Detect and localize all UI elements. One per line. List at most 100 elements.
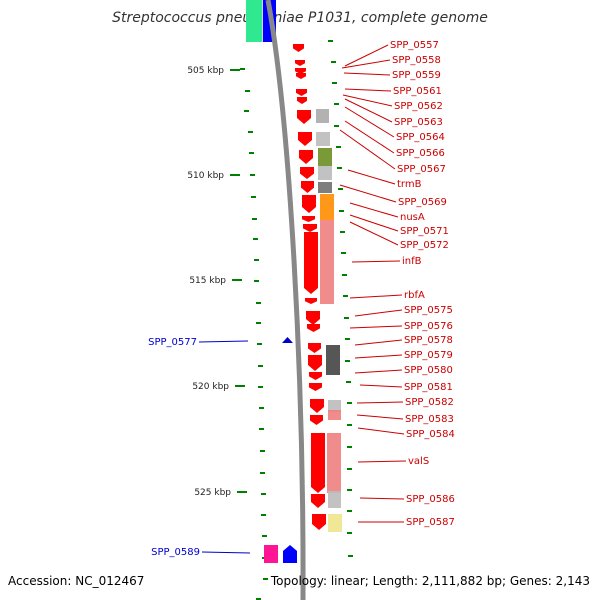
gene-block bbox=[318, 166, 332, 180]
tick-mark bbox=[346, 381, 351, 383]
gene-block bbox=[318, 148, 332, 166]
tick-mark bbox=[347, 468, 352, 470]
gene-label: SPP_0576 bbox=[404, 321, 453, 332]
tick-mark bbox=[347, 446, 352, 448]
leader-lines bbox=[198, 44, 407, 554]
leader-line bbox=[349, 294, 403, 299]
gene-feature bbox=[311, 433, 325, 493]
gene-feature bbox=[296, 89, 307, 96]
kbp-label: 510 kbp bbox=[187, 171, 224, 181]
gene-block bbox=[320, 194, 334, 220]
gene-label: SPP_0566 bbox=[396, 148, 445, 159]
tick-mark bbox=[338, 188, 343, 190]
leader-line bbox=[344, 44, 389, 67]
gene-label: SPP_0563 bbox=[394, 117, 443, 128]
gene-label: infB bbox=[402, 256, 422, 267]
tick-mark bbox=[260, 450, 265, 452]
gene-feature bbox=[311, 494, 325, 508]
tick-mark bbox=[250, 174, 255, 176]
gene-label: SPP_0586 bbox=[406, 494, 455, 505]
gene-feature bbox=[310, 399, 324, 413]
leader-line bbox=[357, 427, 405, 435]
kbp-major-tick bbox=[230, 69, 240, 71]
tick-mark bbox=[332, 82, 337, 84]
tick-mark bbox=[261, 514, 266, 516]
gene-labels: SPP_0557 SPP_0558 SPP_0559 SPP_0561 SPP_0562… bbox=[148, 40, 455, 558]
gene-label: SPP_0587 bbox=[406, 517, 455, 528]
tick-marks bbox=[240, 40, 353, 600]
tick-mark bbox=[347, 402, 352, 404]
gene-feature-blue-small bbox=[282, 337, 293, 343]
leader-line bbox=[356, 414, 404, 420]
gene-feature bbox=[302, 216, 315, 222]
gene-blocks bbox=[264, 109, 342, 563]
gene-block bbox=[328, 400, 341, 412]
gene-feature bbox=[303, 224, 317, 232]
tick-mark bbox=[240, 68, 245, 70]
gene-label-left: SPP_0589 bbox=[151, 547, 200, 558]
gene-label: SPP_0580 bbox=[404, 365, 453, 376]
gene-label: SPP_0583 bbox=[405, 414, 454, 425]
leader-line bbox=[349, 202, 399, 218]
leader-line bbox=[341, 59, 391, 69]
leader-line bbox=[354, 369, 403, 374]
kbp-labels: 505 kbp 510 kbp 515 kbp 520 kbp 525 kbp bbox=[187, 66, 247, 498]
kbp-major-tick bbox=[230, 174, 240, 176]
tick-mark bbox=[348, 555, 353, 557]
kbp-major-tick bbox=[237, 491, 247, 493]
leader-line bbox=[359, 497, 405, 500]
gene-feature bbox=[307, 324, 320, 332]
tick-mark bbox=[254, 259, 259, 261]
leader-line bbox=[347, 169, 396, 185]
gene-feature bbox=[308, 343, 321, 353]
tick-mark bbox=[260, 472, 265, 474]
tick-mark bbox=[347, 532, 352, 534]
gene-label: SPP_0569 bbox=[398, 197, 447, 208]
tick-mark bbox=[336, 146, 341, 148]
gene-block bbox=[328, 514, 342, 532]
tick-mark bbox=[337, 167, 342, 169]
leader-line bbox=[342, 94, 393, 107]
gene-feature bbox=[296, 73, 306, 79]
gene-block bbox=[326, 345, 340, 375]
kbp-label: 520 kbp bbox=[192, 382, 229, 392]
gene-block bbox=[328, 410, 341, 420]
leader-line-left bbox=[201, 551, 251, 554]
gene-feature bbox=[302, 195, 316, 213]
gene-feature bbox=[310, 415, 323, 425]
kbp-major-tick bbox=[232, 279, 242, 281]
gene-label: SPP_0581 bbox=[404, 382, 453, 393]
gene-label: SPP_0564 bbox=[396, 132, 445, 143]
kbp-major-tick bbox=[235, 385, 245, 387]
tick-mark bbox=[347, 510, 352, 512]
gene-features bbox=[282, 44, 326, 563]
leader-line bbox=[356, 401, 404, 404]
leader-line bbox=[344, 88, 392, 92]
tick-mark bbox=[257, 343, 262, 345]
tick-mark bbox=[248, 131, 253, 133]
tick-mark bbox=[258, 386, 263, 388]
gene-feature bbox=[295, 60, 305, 66]
gene-block bbox=[327, 433, 341, 493]
tick-mark bbox=[249, 152, 254, 154]
gene-feature bbox=[309, 383, 322, 391]
leader-line bbox=[349, 214, 399, 232]
tick-mark bbox=[347, 489, 352, 491]
gene-label: SPP_0567 bbox=[397, 164, 446, 175]
leader-line bbox=[349, 221, 399, 246]
kbp-label: 525 kbp bbox=[194, 488, 231, 498]
gene-feature bbox=[305, 298, 317, 304]
tick-mark bbox=[256, 598, 261, 600]
gene-block bbox=[328, 491, 341, 508]
gene-label: nusA bbox=[400, 212, 425, 223]
gene-label: SPP_0561 bbox=[393, 86, 442, 97]
tick-mark bbox=[343, 295, 348, 297]
genome-axis bbox=[265, 0, 306, 600]
gene-block bbox=[318, 182, 332, 193]
tick-mark bbox=[347, 424, 352, 426]
tick-mark bbox=[334, 125, 339, 127]
tick-mark bbox=[259, 407, 264, 409]
tick-mark bbox=[252, 218, 257, 220]
gene-feature bbox=[301, 181, 314, 193]
tick-mark bbox=[328, 40, 333, 42]
